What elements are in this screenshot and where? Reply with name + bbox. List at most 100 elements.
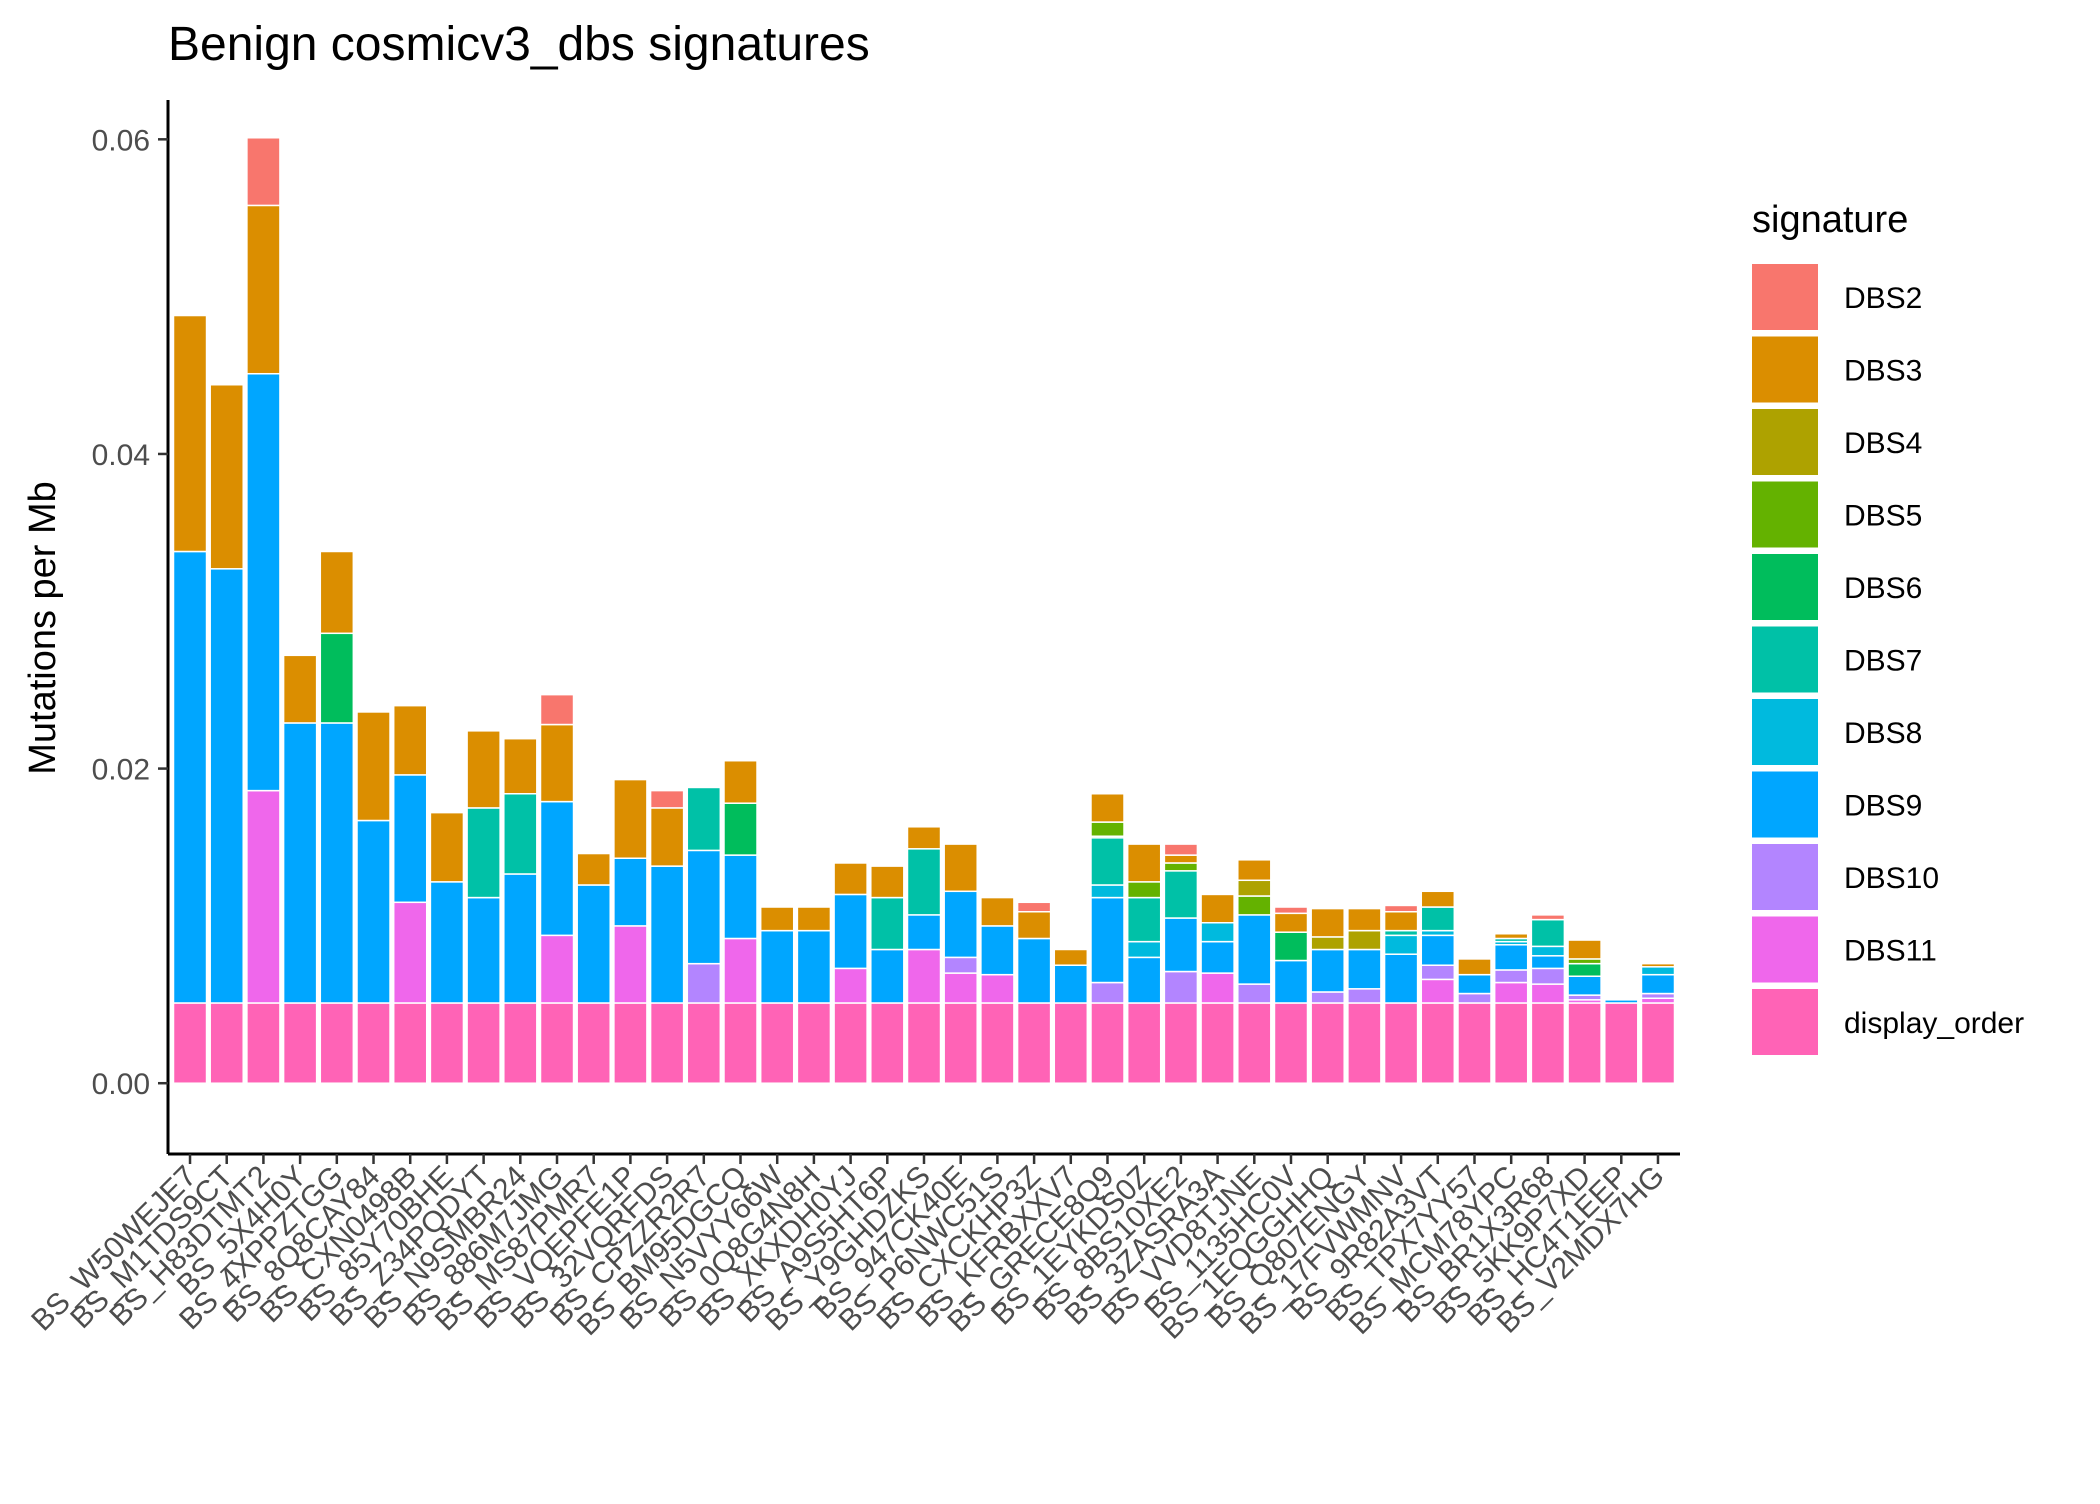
bar-segment: [943, 890, 978, 959]
bar-segment: [1126, 881, 1162, 899]
bar-segment: [503, 737, 538, 795]
bar-segment: [943, 843, 978, 893]
bar-segment: [1090, 1002, 1125, 1084]
bar-segment: [1640, 966, 1676, 976]
bar-segment: [686, 962, 722, 1004]
bar-segment: [1530, 967, 1566, 985]
bar-segment: [282, 1002, 318, 1084]
bar-segment: [466, 807, 501, 899]
bar-segment: [1126, 1002, 1162, 1084]
bar-segment: [503, 1002, 538, 1084]
bar-segment: [759, 906, 795, 932]
legend-label: DBS11: [1844, 935, 1937, 968]
bar-segment: [649, 1002, 685, 1084]
bar-segment: [1420, 890, 1456, 908]
bar-segment: [319, 722, 355, 1004]
bar-segment: [1530, 918, 1566, 948]
bar-segment: [759, 1002, 795, 1084]
bar-segment: [429, 1002, 465, 1084]
bar-segment: [1163, 862, 1199, 872]
bar-segment: [209, 383, 244, 570]
bar-segment: [1090, 896, 1125, 984]
bar-segment: [1273, 1002, 1309, 1084]
bar-segment: [1163, 1002, 1199, 1084]
bar-segment: [1640, 962, 1676, 968]
legend-label: DBS7: [1844, 645, 1922, 678]
bar-segment: [1383, 904, 1419, 913]
bar-segment: [1457, 1002, 1492, 1084]
bar-segment: [613, 778, 648, 860]
y-axis-label: Mutations per Mb: [22, 481, 64, 775]
bar-segment: [1163, 917, 1199, 973]
bar-segment: [1493, 1002, 1529, 1084]
legend-label: DBS9: [1844, 790, 1922, 823]
bar-segment: [943, 956, 978, 974]
bar-segment: [1347, 929, 1382, 951]
bar-segment: [1493, 969, 1529, 984]
bar-segment: [1237, 983, 1272, 1004]
legend-label: display_order: [1844, 1007, 2024, 1040]
bar-segment: [723, 802, 758, 856]
legend-title: signature: [1752, 199, 1908, 241]
bar-segment: [282, 654, 318, 724]
bar-segment: [1310, 907, 1345, 938]
legend-label: DBS10: [1844, 862, 1939, 895]
bar-segment: [833, 893, 868, 970]
bar-segment: [576, 1002, 611, 1084]
legend-label: DBS2: [1844, 282, 1922, 315]
bar-segment: [943, 972, 978, 1004]
bar-segment: [209, 568, 244, 1004]
bar-segment: [1567, 962, 1602, 977]
bar-segment: [1457, 992, 1492, 1004]
y-tick-label: 0.00: [92, 1068, 150, 1101]
bar-segment: [686, 786, 722, 852]
bar-segment: [392, 704, 428, 776]
bar-segment: [539, 800, 575, 937]
bar-segment: [980, 896, 1015, 927]
bar-segment: [1163, 870, 1199, 919]
legend-swatch: [1752, 916, 1818, 983]
bar-segment: [1567, 975, 1602, 996]
bar-segment: [319, 550, 355, 635]
bar-segment: [1493, 944, 1529, 971]
y-tick-label: 0.02: [92, 754, 150, 787]
bar-segment: [1163, 843, 1199, 856]
bar-segment: [613, 857, 648, 927]
bar-segment: [1200, 1002, 1235, 1084]
bar-segment: [539, 934, 575, 1004]
bar-segment: [1016, 910, 1052, 940]
legend: signature DBS2 DBS3 DBS4 DBS5 DBS6 DBS7 DBS8 DB…: [1752, 199, 2024, 1055]
bar-segment: [466, 1002, 501, 1084]
bar-segment: [1310, 936, 1345, 951]
legend-swatch: [1752, 699, 1818, 765]
bar-segment: [870, 896, 905, 951]
bar-segment: [1200, 922, 1235, 943]
bar-segment: [686, 1002, 722, 1084]
bar-segment: [1126, 956, 1162, 1004]
bar-segment: [1126, 896, 1162, 943]
bar-segment: [1347, 1002, 1382, 1084]
bar-segment: [980, 973, 1015, 1004]
bar-segment: [980, 1002, 1015, 1084]
legend-label: DBS8: [1844, 717, 1922, 750]
bar-segment: [1383, 910, 1419, 932]
bar-segment: [613, 1002, 648, 1084]
bar-segment: [906, 848, 942, 916]
bar-segment: [1237, 914, 1272, 985]
plot-area: 0.000.020.040.06BS_W50WEJE7BS_M1TDS9CTBS…: [25, 100, 1680, 1346]
bar-segment: [246, 137, 281, 207]
bar-segment: [392, 774, 428, 904]
bar-segment: [1530, 983, 1566, 1004]
legend-label: DBS6: [1844, 572, 1922, 605]
bar-segment: [980, 925, 1015, 976]
bar-segment: [1457, 973, 1492, 995]
bar-segment: [576, 884, 611, 1004]
bar-segment: [1053, 948, 1089, 966]
bar-segment: [1126, 843, 1162, 883]
legend-label: DBS3: [1844, 355, 1922, 388]
bar-segment: [1604, 1002, 1639, 1084]
bar-segment: [1016, 1002, 1052, 1084]
bar-segment: [539, 1002, 575, 1084]
bar-segment: [649, 865, 685, 1004]
